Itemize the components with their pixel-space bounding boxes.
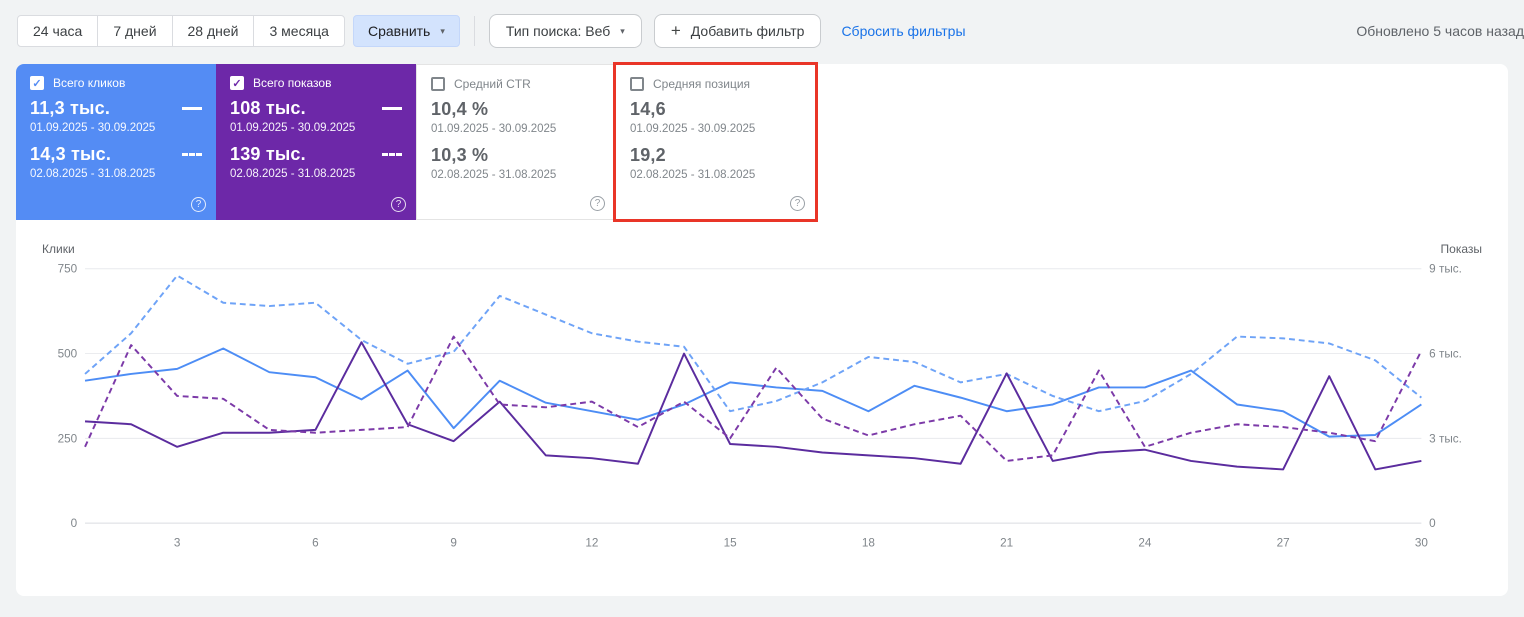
metric-toggle-row[interactable]: Средний CTR [431,77,603,91]
metric-period-current: 01.09.2025 - 30.09.2025 [30,122,156,134]
metric-value-current: 11,3 тыс. [30,98,111,118]
search-type-dropdown[interactable]: Тип поиска: Веб ▾ [488,14,642,48]
axis-titles: Клики Показы [40,242,1484,256]
y-axis-tick-right: 3 тыс. [1429,432,1462,445]
help-icon[interactable]: ? [391,197,406,212]
x-axis-tick: 9 [450,537,457,550]
range-button-7d[interactable]: 7 дней [97,15,173,47]
metric-value-previous: 10,3 % [431,145,489,165]
checkbox-checked-icon[interactable]: ✓ [30,76,44,90]
performance-chart: Клики Показы 750 9 тыс. 500 6 тыс. 250 3 тыс.… [16,220,1508,560]
metric-value-current: 108 тыс. [230,98,306,118]
value-row-previous: 14,3 тыс. [30,144,204,165]
range-button-24h[interactable]: 24 часа [17,15,99,47]
metric-period-current: 01.09.2025 - 30.09.2025 [230,122,356,134]
metric-cards-row: ✓ Всего кликов 11,3 тыс. 01.09.2025 - 30… [16,62,1508,222]
right-axis-title: Показы [1440,242,1482,256]
add-filter-button[interactable]: + Добавить фильтр [653,14,822,48]
reset-filters-link[interactable]: Сбросить фильтры [841,23,966,39]
impressions-current-line [84,341,1422,471]
metric-period-previous: 02.08.2025 - 31.08.2025 [230,168,356,180]
value-row-current: 10,4 % [431,99,603,120]
value-row-current: 14,6 [630,99,803,120]
plus-icon: + [670,21,681,40]
value-row-previous: 19,2 [630,145,803,166]
solid-line-icon [382,107,402,110]
metric-toggle-row[interactable]: ✓ Всего кликов [30,76,204,90]
solid-line-icon [182,107,202,110]
value-row-previous: 139 тыс. [230,144,404,165]
compare-button[interactable]: Сравнить ▾ [352,15,460,47]
x-axis-tick: 30 [1415,537,1429,550]
toolbar-divider [473,16,475,46]
metric-value-previous: 139 тыс. [230,144,306,164]
x-axis-tick: 12 [585,537,598,550]
range-button-28d[interactable]: 28 дней [171,15,255,47]
help-icon[interactable]: ? [590,196,605,211]
metric-toggle-row[interactable]: Средняя позиция [630,77,803,91]
range-button-3m[interactable]: 3 месяца [253,15,345,47]
line-chart-svg: 750 9 тыс. 500 6 тыс. 250 3 тыс. 0 0 3 6 9 12 15 18 21… [58,263,1462,550]
checkbox-unchecked-icon[interactable] [630,77,644,91]
x-axis-tick: 27 [1277,537,1290,550]
dashed-line-icon [382,153,402,156]
metric-label: Всего кликов [53,76,126,90]
metric-value-current: 10,4 % [431,99,489,119]
y-axis-tick-left: 750 [58,263,78,276]
y-axis-tick-left: 500 [58,347,78,360]
filter-toolbar: 24 часа 7 дней 28 дней 3 месяца Сравнить… [0,0,1524,58]
metric-period-previous: 02.08.2025 - 31.08.2025 [431,169,557,181]
metric-period-current: 01.09.2025 - 30.09.2025 [431,123,557,135]
metric-card-average-ctr[interactable]: Средний CTR 10,4 % 01.09.2025 - 30.09.20… [416,64,616,220]
checkbox-checked-icon[interactable]: ✓ [230,76,244,90]
clicks-current-line [84,347,1422,438]
metric-value-previous: 14,3 тыс. [30,144,112,164]
help-icon[interactable]: ? [790,196,805,211]
add-filter-label: Добавить фильтр [690,23,805,39]
x-axis-tick: 24 [1138,537,1152,550]
x-axis-tick: 21 [1000,537,1013,550]
value-row-previous: 10,3 % [431,145,603,166]
clicks-previous-line [84,274,1422,413]
metric-period-current: 01.09.2025 - 30.09.2025 [630,123,756,135]
help-icon[interactable]: ? [191,197,206,212]
metric-card-average-position[interactable]: Средняя позиция 14,6 01.09.2025 - 30.09.… [613,62,818,222]
chevron-down-icon: ▾ [620,25,625,36]
metric-period-previous: 02.08.2025 - 31.08.2025 [630,169,756,181]
metric-card-total-clicks[interactable]: ✓ Всего кликов 11,3 тыс. 01.09.2025 - 30… [16,64,216,220]
y-axis-tick-right: 6 тыс. [1429,347,1462,360]
x-axis-tick: 18 [862,537,876,550]
performance-panel: ✓ Всего кликов 11,3 тыс. 01.09.2025 - 30… [16,62,1508,596]
metric-card-total-impressions[interactable]: ✓ Всего показов 108 тыс. 01.09.2025 - 30… [216,64,416,220]
search-type-label: Тип поиска: Веб [505,23,611,39]
left-axis-title: Клики [42,242,75,256]
y-axis-tick-left: 0 [71,517,78,530]
last-updated-text: Обновлено 5 часов назад [1356,23,1524,39]
y-axis-tick-left: 250 [58,432,78,445]
value-row-current: 108 тыс. [230,98,404,119]
impressions-previous-line [84,335,1423,462]
metric-toggle-row[interactable]: ✓ Всего показов [230,76,404,90]
checkbox-unchecked-icon[interactable] [431,77,445,91]
date-range-button-group: 24 часа 7 дней 28 дней 3 месяца [17,15,345,47]
metric-label: Средняя позиция [653,77,751,91]
chevron-down-icon: ▾ [440,25,445,36]
metric-value-previous: 19,2 [630,145,666,165]
metric-label: Всего показов [253,76,332,90]
value-row-current: 11,3 тыс. [30,98,204,119]
compare-button-label: Сравнить [367,23,431,39]
y-axis-tick-right: 0 [1429,517,1436,530]
x-axis-tick: 6 [312,537,319,550]
x-axis-tick: 3 [174,537,181,550]
metric-value-current: 14,6 [630,99,666,119]
metric-period-previous: 02.08.2025 - 31.08.2025 [30,168,156,180]
y-axis-tick-right: 9 тыс. [1429,263,1462,276]
dashed-line-icon [182,153,202,156]
metric-label: Средний CTR [454,77,531,91]
x-axis-tick: 15 [724,537,738,550]
